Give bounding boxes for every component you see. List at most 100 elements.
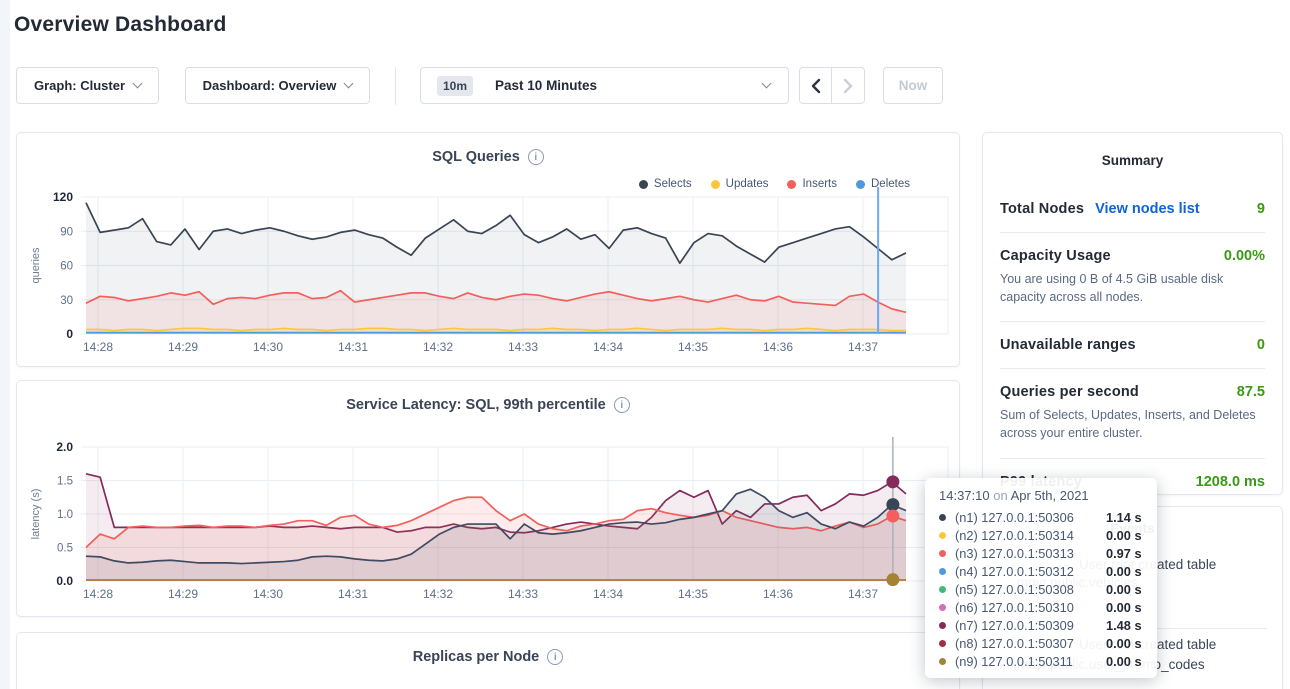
svg-text:14:35: 14:35 <box>678 340 708 354</box>
graph-scope-label: Graph: Cluster <box>33 78 125 93</box>
svg-text:14:30: 14:30 <box>253 340 283 354</box>
svg-text:14:29: 14:29 <box>168 587 198 601</box>
svg-text:14:28: 14:28 <box>83 587 113 601</box>
time-range-badge: 10m <box>437 75 474 96</box>
svg-text:14:34: 14:34 <box>593 587 623 601</box>
svg-text:14:32: 14:32 <box>423 587 453 601</box>
tooltip-node-value: 0.00 s <box>1106 653 1142 669</box>
legend-item-selects[interactable]: Selects <box>638 178 692 190</box>
tooltip-row: (n2) 127.0.0.1:50314 0.00 s <box>939 526 1143 544</box>
summary-value: 9 <box>1256 201 1265 217</box>
tooltip-row: (n9) 127.0.0.1:50311 0.00 s <box>939 652 1143 670</box>
series-dot <box>939 513 946 521</box>
summary-title: Summary <box>1101 153 1164 168</box>
chart-hover-tooltip: 14:37:10 on Apr 5th, 2021 (n1) 127.0.0.1… <box>925 478 1157 678</box>
summary-value: 0.00% <box>1223 248 1265 264</box>
info-icon[interactable]: i <box>527 149 544 165</box>
tooltip-node-label: (n4) 127.0.0.1:50312 <box>955 563 1074 579</box>
tooltip-node-value: 0.97 s <box>1106 545 1142 561</box>
service-latency-chart[interactable]: 0.0 0.5 1.0 1.5 2.0 14:28 14:29 14:30 14:31 14:32… <box>17 381 961 618</box>
sql-queries-chart[interactable]: 0 30 60 90 120 14:28 14:29 14:30 14:31 14:32 14:33… <box>17 133 961 368</box>
now-button[interactable]: Now <box>883 67 943 104</box>
legend-label: Selects <box>653 178 692 190</box>
svg-text:latency (s): latency (s) <box>30 489 42 540</box>
tooltip-row: (n1) 127.0.0.1:50306 1.14 s <box>939 508 1143 526</box>
tooltip-node-label: (n6) 127.0.0.1:50310 <box>955 599 1074 615</box>
svg-text:14:34: 14:34 <box>593 340 623 354</box>
service-latency-card: Service Latency: SQL, 99th percentile i … <box>16 380 960 617</box>
tooltip-node-value: 0.00 s <box>1106 527 1142 543</box>
summary-label: Queries per second <box>1000 384 1139 401</box>
tooltip-node-label: (n9) 127.0.0.1:50311 <box>955 653 1073 669</box>
info-icon[interactable]: i <box>613 397 630 413</box>
tooltip-row: (n7) 127.0.0.1:50309 1.48 s <box>939 616 1143 634</box>
replicas-per-node-card: Replicas per Node i <box>16 632 960 689</box>
svg-text:90: 90 <box>60 226 73 238</box>
tooltip-row: (n6) 127.0.0.1:50310 0.00 s <box>939 598 1143 616</box>
tooltip-node-label: (n7) 127.0.0.1:50309 <box>955 617 1074 633</box>
svg-text:14:31: 14:31 <box>338 587 368 601</box>
svg-text:1.5: 1.5 <box>57 476 73 488</box>
svg-text:14:37: 14:37 <box>848 587 878 601</box>
legend-label: Updates <box>725 178 769 190</box>
tooltip-node-label: (n2) 127.0.0.1:50314 <box>955 527 1074 543</box>
tooltip-node-label: (n1) 127.0.0.1:50306 <box>955 509 1074 525</box>
legend-label: Inserts <box>802 178 837 190</box>
legend-item-updates[interactable]: Updates <box>710 178 769 190</box>
tooltip-node-label: (n3) 127.0.0.1:50313 <box>955 545 1074 561</box>
svg-text:14:32: 14:32 <box>423 340 453 354</box>
svg-text:14:36: 14:36 <box>763 587 793 601</box>
series-dot <box>939 639 946 647</box>
svg-text:14:28: 14:28 <box>83 340 113 354</box>
legend-dot <box>710 179 720 189</box>
graph-scope-dropdown[interactable]: Graph: Cluster <box>16 67 159 104</box>
chevron-left-icon <box>811 78 820 93</box>
time-range-dropdown[interactable]: 10m Past 10 Minutes <box>420 67 789 104</box>
summary-value: 0 <box>1256 337 1265 354</box>
summary-panel: Summary Total Nodes View nodes list 9 Ca… <box>982 132 1283 495</box>
legend-dot <box>638 179 648 189</box>
tooltip-node-label: (n8) 127.0.0.1:50307 <box>955 635 1074 651</box>
series-dot <box>939 621 946 629</box>
chart-title: Replicas per Node <box>412 649 540 665</box>
view-nodes-list-link[interactable]: View nodes list <box>1095 201 1200 217</box>
dashboard-controls: Graph: Cluster Dashboard: Overview 10m P… <box>16 66 943 105</box>
legend-label: Deletes <box>871 178 910 190</box>
dashboard-dropdown[interactable]: Dashboard: Overview <box>185 67 370 104</box>
tooltip-node-value: 0.00 s <box>1106 581 1142 597</box>
legend-item-deletes[interactable]: Deletes <box>856 178 910 190</box>
svg-text:60: 60 <box>60 261 73 273</box>
svg-text:0.0: 0.0 <box>56 574 73 588</box>
chevron-down-icon <box>132 78 143 89</box>
tooltip-node-label: (n5) 127.0.0.1:50308 <box>955 581 1074 597</box>
sql-queries-card: SQL Queries i Selects Updates Inserts Delet… <box>16 132 960 367</box>
svg-text:2.0: 2.0 <box>56 440 73 454</box>
time-step-buttons <box>799 67 865 104</box>
svg-text:14:35: 14:35 <box>678 587 708 601</box>
svg-text:14:33: 14:33 <box>508 340 538 354</box>
svg-text:14:29: 14:29 <box>168 340 198 354</box>
summary-row-unavailable-ranges: Unavailable ranges 0 <box>1000 322 1265 370</box>
summary-label: Total Nodes <box>1000 201 1085 217</box>
svg-text:14:37: 14:37 <box>848 340 878 354</box>
tooltip-node-value: 0.00 s <box>1106 563 1142 579</box>
time-prev-button[interactable] <box>799 67 832 104</box>
left-edge-strip <box>0 0 10 689</box>
time-next-button[interactable] <box>832 67 865 104</box>
chevron-down-icon <box>343 78 354 89</box>
tooltip-node-value: 1.14 s <box>1106 509 1142 525</box>
svg-text:30: 30 <box>60 295 73 307</box>
chevron-right-icon <box>843 78 853 93</box>
series-dot <box>939 549 946 557</box>
svg-text:14:31: 14:31 <box>338 340 368 354</box>
sql-queries-legend: Selects Updates Inserts Deletes <box>638 178 910 190</box>
tooltip-timestamp: 14:37:10 on Apr 5th, 2021 <box>939 488 1089 503</box>
legend-item-inserts[interactable]: Inserts <box>787 178 837 190</box>
summary-value: 1208.0 ms <box>1195 473 1265 490</box>
summary-description: You are using 0 B of 4.5 GiB usable disk… <box>1000 272 1224 305</box>
series-dot <box>939 531 946 539</box>
info-icon[interactable]: i <box>547 649 564 665</box>
summary-value: 87.5 <box>1236 384 1265 401</box>
tooltip-row: (n4) 127.0.0.1:50312 0.00 s <box>939 562 1143 580</box>
